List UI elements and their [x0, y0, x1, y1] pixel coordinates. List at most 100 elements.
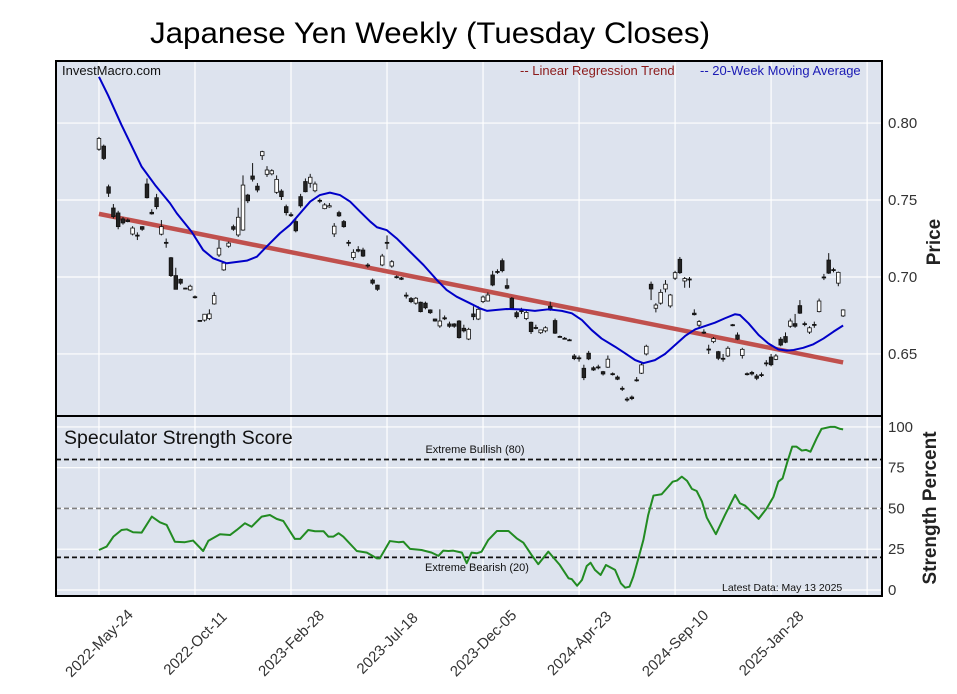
extreme-bearish-label: Extreme Bearish (20): [425, 562, 529, 574]
candle-body-down: [163, 241, 169, 244]
strength-score-line: [98, 425, 844, 589]
extreme-bullish-label: Extreme Bullish (80): [425, 444, 524, 456]
candle-body-down: [197, 319, 202, 322]
strength-tick-label: 100: [888, 419, 913, 436]
candle: [336, 210, 342, 217]
candle: [255, 183, 260, 193]
candle: [586, 350, 591, 361]
candle: [332, 223, 337, 237]
candle-body-up: [130, 227, 135, 235]
candle-body-down: [447, 323, 452, 327]
candle: [797, 300, 803, 314]
candle: [562, 337, 567, 340]
candle: [648, 281, 654, 301]
candle-body-down: [135, 234, 140, 237]
candle-body-down: [735, 334, 740, 340]
candle-body-down: [591, 367, 596, 371]
candle: [706, 344, 711, 354]
candle: [725, 346, 731, 358]
candle-body-up: [322, 204, 327, 210]
candle: [312, 181, 318, 193]
candle-body-down: [149, 211, 154, 215]
candle-body-up: [235, 216, 241, 236]
candle-body-down: [557, 336, 563, 338]
date-tick-label: 2023-Feb-28: [255, 607, 328, 680]
candle: [130, 226, 135, 236]
strength-tick-label: 0: [888, 582, 896, 599]
candle: [480, 295, 486, 304]
candle: [572, 353, 577, 361]
date-tick-label: 2024-Sep-10: [639, 607, 712, 680]
candle: [226, 241, 231, 248]
candle-body-down: [452, 323, 457, 327]
candle-body-down: [418, 301, 423, 313]
candle: [788, 318, 793, 328]
candle-body-down: [341, 221, 347, 228]
candle: [245, 193, 250, 204]
candle-body-down: [552, 320, 558, 334]
candle: [202, 313, 207, 322]
candle-body-down: [231, 226, 236, 230]
candle-body-down: [802, 323, 807, 326]
price-axis-label: Price: [924, 219, 945, 265]
candle-body-down: [812, 324, 817, 326]
candle-body-down: [509, 297, 515, 309]
candle: [149, 209, 154, 215]
candle-body-down: [764, 362, 769, 365]
candle: [836, 271, 841, 287]
candle-body-down: [826, 259, 831, 274]
candle: [744, 372, 750, 376]
candle: [615, 375, 620, 381]
strength-gridlines: [56, 416, 882, 596]
candle: [428, 309, 433, 314]
candle: [792, 313, 798, 328]
candle: [442, 315, 447, 321]
candle-body-up: [226, 242, 231, 247]
candle: [288, 212, 294, 217]
candle: [538, 329, 543, 334]
candle-body-down: [120, 218, 126, 224]
strength-tick-label: 25: [888, 541, 905, 558]
candle-body-up: [663, 283, 668, 290]
strength-axis-label: Strength Percent: [920, 431, 941, 585]
candle: [567, 338, 572, 342]
candle: [351, 249, 356, 261]
candle: [163, 238, 169, 248]
candle: [120, 216, 126, 225]
candle: [576, 355, 582, 362]
candle: [231, 224, 236, 231]
candle-body-up: [480, 296, 486, 303]
candle-body-up: [538, 329, 543, 334]
candle-body-up: [639, 364, 644, 374]
candle: [360, 247, 366, 257]
candle-body-down: [567, 339, 572, 342]
candle-body-down: [432, 318, 438, 322]
candle-body-down: [720, 357, 726, 360]
candle-body-down: [442, 317, 447, 320]
candle: [394, 275, 399, 279]
candle-body-down: [317, 199, 323, 202]
candle: [605, 355, 611, 368]
candle: [840, 309, 846, 318]
candle-body-up: [485, 294, 491, 302]
candle: [197, 319, 202, 322]
candle-body-down: [620, 387, 625, 390]
candle-body-up: [543, 327, 548, 332]
candle-body-down: [365, 264, 371, 267]
chart-title: Japanese Yen Weekly (Tuesday Closes): [150, 17, 710, 50]
candle: [639, 363, 644, 374]
candle: [816, 298, 822, 313]
candle: [384, 235, 390, 250]
candle-body-down: [528, 321, 534, 333]
candle: [408, 296, 414, 304]
candle: [495, 269, 500, 274]
candle: [346, 240, 351, 247]
candle: [293, 218, 299, 233]
candle-body-up: [96, 138, 102, 150]
candle-body-down: [495, 271, 500, 273]
candle-body-down: [428, 309, 433, 314]
candle: [740, 347, 745, 359]
candle: [269, 169, 275, 176]
candle: [365, 263, 371, 268]
candle: [461, 324, 467, 333]
